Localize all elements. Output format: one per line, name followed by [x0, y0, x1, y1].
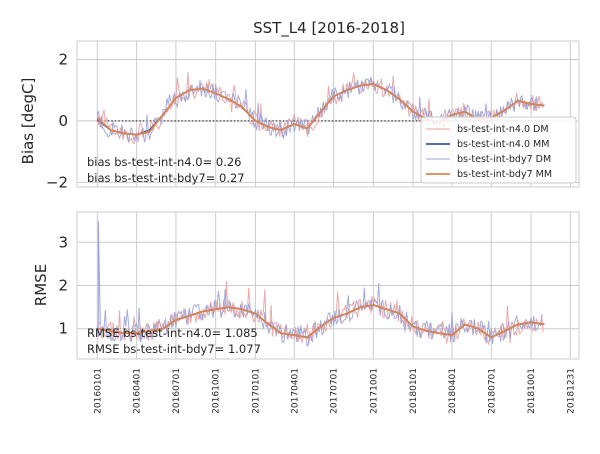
rmse-y-axis-label: RMSE	[32, 264, 50, 306]
x-tick-labels: 20160101 20160401 20160701 20161001 20170101…	[93, 368, 576, 414]
rmse-y-ticks: 3 2 1	[58, 233, 68, 337]
legend-label-n4-mm: bs-test-int-n4.0 MM	[457, 139, 549, 150]
bias-y-tick-label: 0	[58, 112, 68, 130]
x-tick-label: 20171001	[369, 368, 379, 414]
rmse-y-tick-label: 2	[58, 277, 68, 295]
rmse-start-spike	[97, 220, 101, 329]
x-tick-label: 20161001	[212, 368, 222, 414]
x-tick-label: 20170101	[251, 368, 261, 414]
bias-series	[96, 72, 545, 145]
bias-y-axis-label: Bias [degC]	[19, 78, 37, 165]
bias-y-tick-label: 2	[58, 50, 68, 68]
bias-annotation-bdy7: bias bs-test-int-bdy7= 0.27	[87, 171, 245, 185]
legend: bs-test-int-n4.0 DM bs-test-int-n4.0 MM …	[420, 116, 577, 184]
legend-label-n4-dm: bs-test-int-n4.0 DM	[457, 124, 549, 135]
rmse-series-3-monthly-line	[97, 304, 545, 339]
rmse-plot-frame	[76, 211, 580, 360]
bias-y-tick-label: −2	[46, 173, 68, 191]
x-tick-label: 20181231	[566, 368, 576, 414]
legend-label-bdy7-mm: bs-test-int-bdy7 MM	[457, 169, 552, 180]
x-tick-label: 20180401	[448, 368, 458, 414]
x-tick-label: 20170701	[330, 368, 340, 414]
x-tick-label: 20181001	[527, 368, 537, 414]
x-tick-label: 20160701	[172, 368, 182, 414]
legend-label-bdy7-dm: bs-test-int-bdy7 DM	[457, 154, 551, 165]
x-tick-label: 20160101	[93, 368, 103, 414]
bias-panel: SST_L4 [2016-2018] Bias [degC] 2 0 −2 bias…	[19, 19, 580, 191]
x-tick-label: 20160401	[133, 368, 143, 414]
bias-y-ticks: 2 0 −2	[46, 50, 68, 191]
legend-box	[420, 116, 577, 184]
rmse-annotation-n4: RMSE bs-test-int-n4.0= 1.085	[87, 326, 258, 340]
x-tick-label: 20170401	[290, 368, 300, 414]
rmse-y-tick-label: 3	[58, 233, 68, 251]
rmse-annotation-bdy7: RMSE bs-test-int-bdy7= 1.077	[87, 342, 261, 356]
bias-plot-frame	[76, 40, 580, 188]
chart-title: SST_L4 [2016-2018]	[253, 19, 405, 38]
rmse-series	[96, 220, 545, 348]
x-tick-label: 20180101	[409, 368, 419, 414]
x-tick-label: 20180701	[487, 368, 497, 414]
rmse-panel: RMSE 3 2 1 RMSE bs-test-int-n4.0= 1.085 RM…	[32, 211, 580, 414]
bias-grid	[77, 41, 579, 187]
bias-annotation-n4: bias bs-test-int-n4.0= 0.26	[87, 155, 241, 169]
rmse-y-tick-label: 1	[58, 320, 68, 338]
bias-series-3-monthly-line	[96, 83, 545, 136]
